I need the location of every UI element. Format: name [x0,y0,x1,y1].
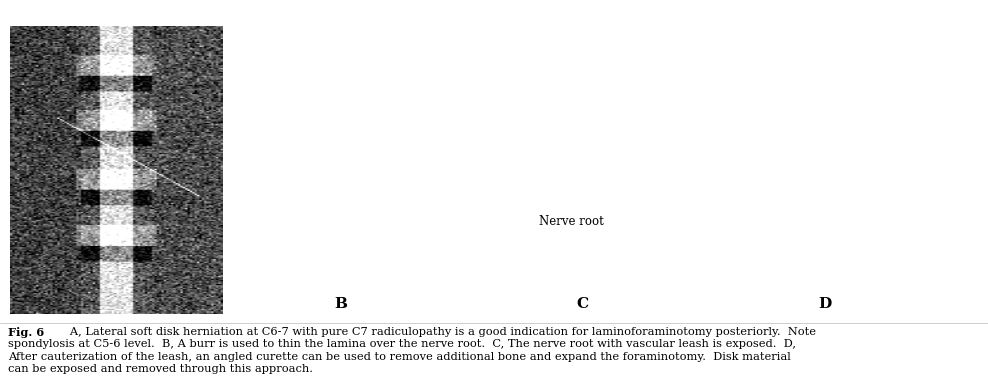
Text: A, Lateral soft disk herniation at C6-7 with pure C7 radiculopathy is a good ind: A, Lateral soft disk herniation at C6-7 … [59,327,816,337]
Text: C: C [577,297,589,311]
Text: B: B [334,297,348,311]
Text: spondylosis at C5-6 level.  B, A burr is used to thin the lamina over the nerve : spondylosis at C5-6 level. B, A burr is … [8,339,796,349]
Text: A: A [93,297,105,311]
Text: can be exposed and removed through this approach.: can be exposed and removed through this … [8,364,313,374]
Text: Nerve root: Nerve root [538,215,604,228]
Text: D: D [818,297,832,311]
Text: After cauterization of the leash, an angled curette can be used to remove additi: After cauterization of the leash, an ang… [8,352,790,362]
Text: Fig. 6: Fig. 6 [8,327,44,338]
